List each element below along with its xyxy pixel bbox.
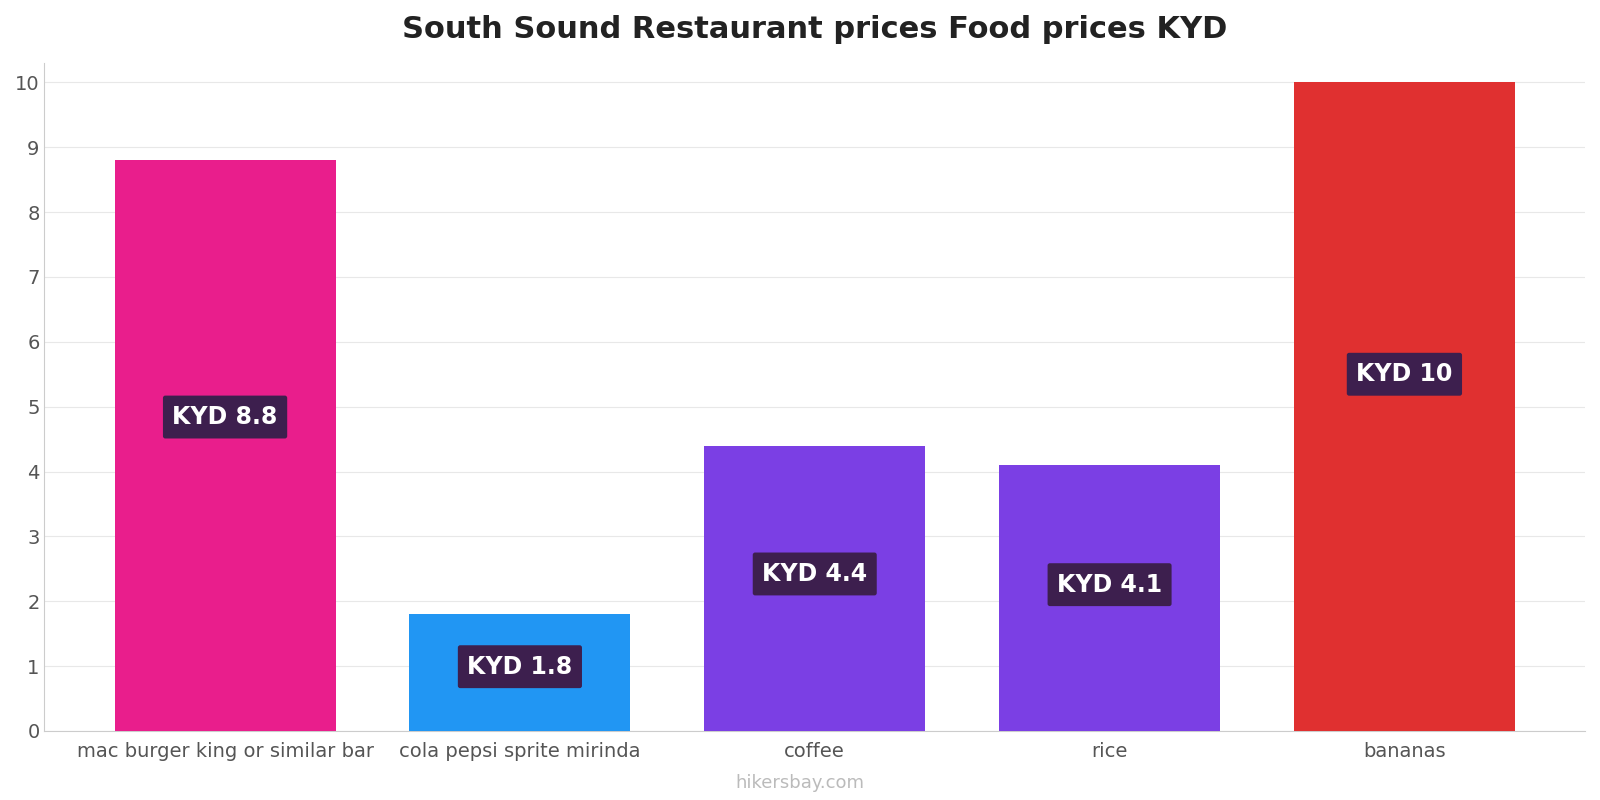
Text: hikersbay.com: hikersbay.com xyxy=(736,774,864,792)
Title: South Sound Restaurant prices Food prices KYD: South Sound Restaurant prices Food price… xyxy=(402,15,1227,44)
Text: KYD 8.8: KYD 8.8 xyxy=(173,405,278,429)
Bar xyxy=(1294,82,1515,731)
Bar xyxy=(998,465,1221,731)
Text: KYD 4.1: KYD 4.1 xyxy=(1058,573,1162,597)
Text: KYD 4.4: KYD 4.4 xyxy=(762,562,867,586)
Bar xyxy=(410,614,630,731)
Text: KYD 1.8: KYD 1.8 xyxy=(467,654,573,678)
Bar xyxy=(115,160,336,731)
Bar xyxy=(704,446,925,731)
Text: KYD 10: KYD 10 xyxy=(1357,362,1453,386)
